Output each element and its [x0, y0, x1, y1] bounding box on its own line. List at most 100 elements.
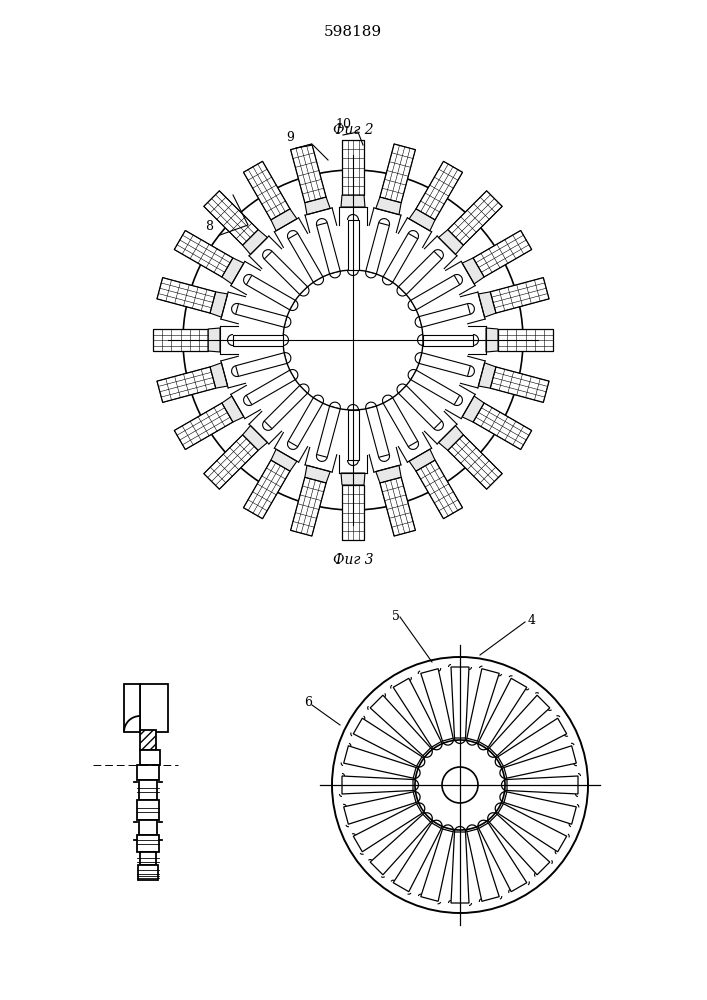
Polygon shape [411, 275, 460, 310]
Bar [138, 865, 158, 880]
Polygon shape [383, 398, 418, 447]
Polygon shape [243, 426, 267, 450]
Bar [137, 765, 159, 780]
Polygon shape [271, 209, 297, 231]
Polygon shape [342, 485, 364, 540]
Polygon shape [490, 367, 549, 402]
Circle shape [332, 657, 588, 913]
Polygon shape [380, 477, 416, 536]
Polygon shape [291, 477, 326, 536]
Bar [124, 684, 140, 732]
Polygon shape [222, 396, 244, 422]
Polygon shape [175, 403, 233, 450]
Polygon shape [409, 449, 435, 471]
Polygon shape [175, 230, 233, 277]
Polygon shape [393, 678, 441, 747]
Bar [137, 800, 159, 820]
Polygon shape [342, 776, 413, 794]
Polygon shape [490, 278, 549, 313]
Polygon shape [421, 829, 453, 901]
Polygon shape [479, 292, 496, 317]
Polygon shape [341, 195, 365, 207]
Polygon shape [376, 197, 401, 215]
Polygon shape [288, 233, 323, 282]
Polygon shape [204, 435, 258, 489]
Polygon shape [341, 473, 365, 485]
Polygon shape [243, 460, 290, 519]
Polygon shape [473, 230, 532, 277]
Polygon shape [317, 406, 340, 457]
Polygon shape [479, 823, 527, 892]
Polygon shape [157, 367, 216, 402]
Polygon shape [438, 230, 463, 254]
Polygon shape [438, 426, 463, 450]
Polygon shape [288, 398, 323, 447]
Polygon shape [233, 334, 283, 346]
Polygon shape [423, 334, 473, 346]
Polygon shape [419, 304, 470, 327]
Polygon shape [467, 669, 499, 741]
Polygon shape [489, 814, 550, 875]
Polygon shape [419, 353, 470, 376]
Polygon shape [448, 191, 502, 245]
Polygon shape [305, 465, 330, 483]
Polygon shape [376, 465, 401, 483]
Circle shape [315, 302, 391, 378]
Polygon shape [498, 804, 567, 852]
Polygon shape [235, 353, 287, 376]
Text: 4: 4 [528, 614, 536, 628]
Polygon shape [344, 792, 416, 824]
Polygon shape [479, 678, 527, 747]
Polygon shape [416, 460, 462, 519]
Polygon shape [399, 386, 442, 429]
Polygon shape [235, 304, 287, 327]
Polygon shape [271, 449, 297, 471]
Polygon shape [409, 209, 435, 231]
Text: 10: 10 [335, 118, 351, 131]
Polygon shape [479, 363, 496, 388]
Polygon shape [342, 140, 364, 195]
Polygon shape [416, 161, 462, 220]
Polygon shape [451, 667, 469, 738]
Polygon shape [344, 746, 416, 778]
Polygon shape [498, 329, 553, 351]
Polygon shape [486, 328, 498, 352]
Polygon shape [222, 258, 244, 284]
Polygon shape [399, 251, 442, 294]
Circle shape [283, 270, 423, 410]
Polygon shape [246, 275, 295, 310]
Bar [140, 684, 168, 732]
Polygon shape [504, 792, 576, 824]
Circle shape [183, 170, 523, 510]
Text: 9: 9 [286, 131, 294, 144]
Polygon shape [243, 161, 290, 220]
Polygon shape [291, 144, 326, 203]
Polygon shape [331, 321, 375, 359]
Polygon shape [157, 278, 216, 313]
Circle shape [442, 767, 478, 803]
Polygon shape [507, 776, 578, 794]
Polygon shape [354, 718, 422, 766]
Polygon shape [210, 363, 228, 388]
Polygon shape [380, 144, 416, 203]
Text: 6: 6 [304, 696, 312, 710]
Polygon shape [448, 435, 502, 489]
Polygon shape [354, 804, 422, 852]
Bar [140, 730, 156, 750]
Polygon shape [366, 223, 390, 274]
Polygon shape [246, 370, 295, 405]
Bar [137, 835, 159, 852]
Polygon shape [153, 329, 208, 351]
Polygon shape [264, 386, 308, 429]
Polygon shape [498, 718, 567, 766]
Polygon shape [462, 396, 484, 422]
Polygon shape [504, 746, 576, 778]
Polygon shape [243, 230, 267, 254]
Polygon shape [366, 406, 390, 457]
Polygon shape [370, 695, 431, 756]
Text: Фиг 2: Фиг 2 [333, 123, 373, 137]
Polygon shape [210, 292, 228, 317]
Text: Фиг 3: Фиг 3 [333, 553, 373, 567]
Polygon shape [421, 669, 453, 741]
Circle shape [415, 740, 505, 830]
